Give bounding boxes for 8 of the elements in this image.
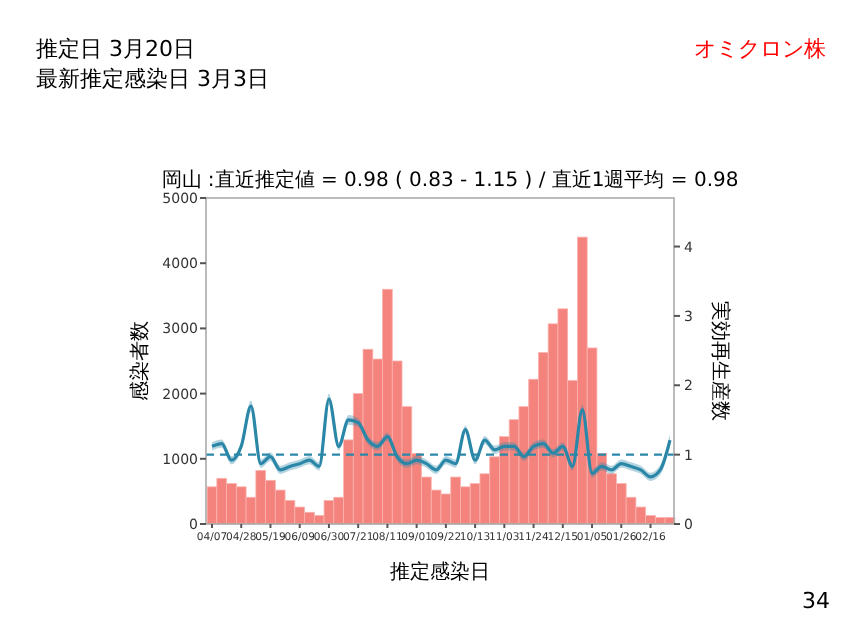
x-axis-title: 推定感染日 bbox=[390, 560, 490, 584]
y-axis-title: 感染者数 bbox=[128, 321, 152, 401]
y2-axis-title: 実効再生産数 bbox=[708, 301, 732, 421]
text: 34 bbox=[802, 588, 830, 614]
text: オミクロン株 bbox=[694, 36, 826, 62]
text: 岡山 :直近推定値 = 0.98 ( 0.83 - 1.15 ) / 直近1週平均 = 0.98 bbox=[161, 168, 739, 192]
chart-subtitle: 最新推定感染日 3月3日 bbox=[36, 66, 269, 92]
chart-title: 推定日 3月20日 bbox=[36, 36, 195, 62]
